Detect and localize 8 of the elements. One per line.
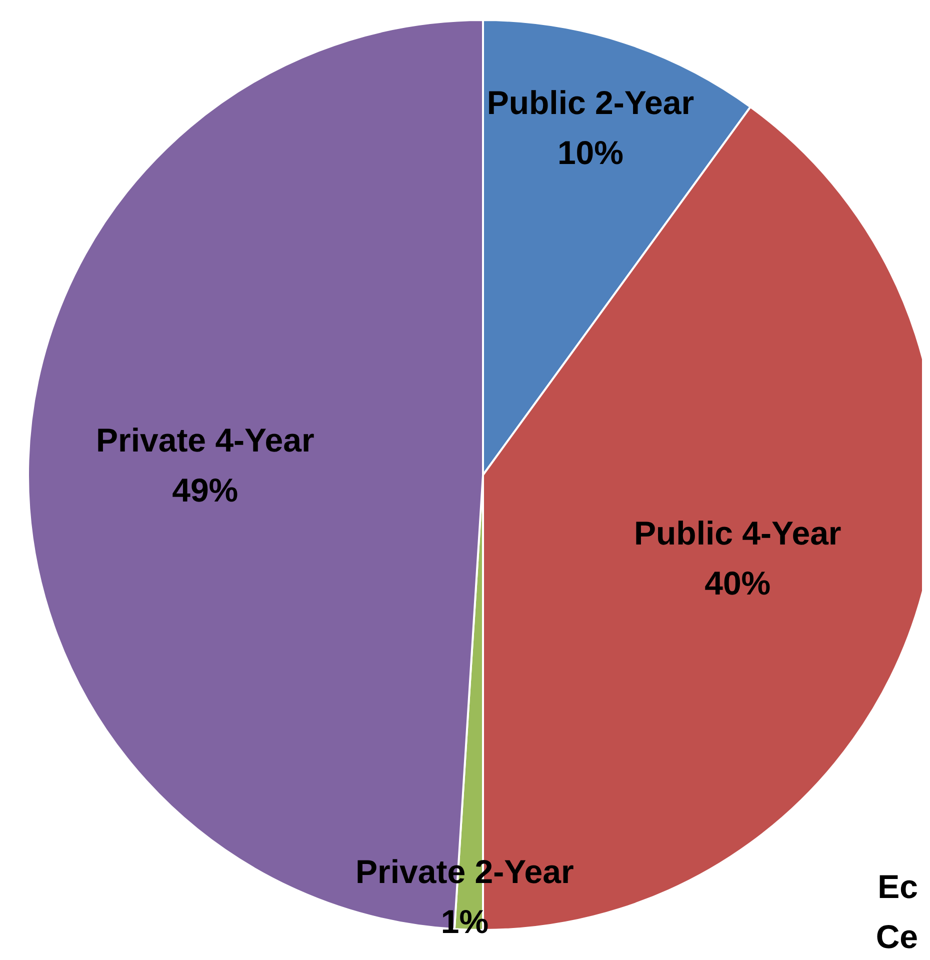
text: Ce <box>876 918 918 956</box>
data-label: 10% <box>557 134 624 171</box>
data-label: 40% <box>704 564 771 602</box>
slice-label: Private 4-Year <box>96 421 314 458</box>
slice-label: Public 2-Year <box>486 84 694 121</box>
slice-label: Public 4-Year <box>634 514 842 552</box>
text: Ec <box>878 868 918 906</box>
data-label: 49% <box>172 471 238 508</box>
